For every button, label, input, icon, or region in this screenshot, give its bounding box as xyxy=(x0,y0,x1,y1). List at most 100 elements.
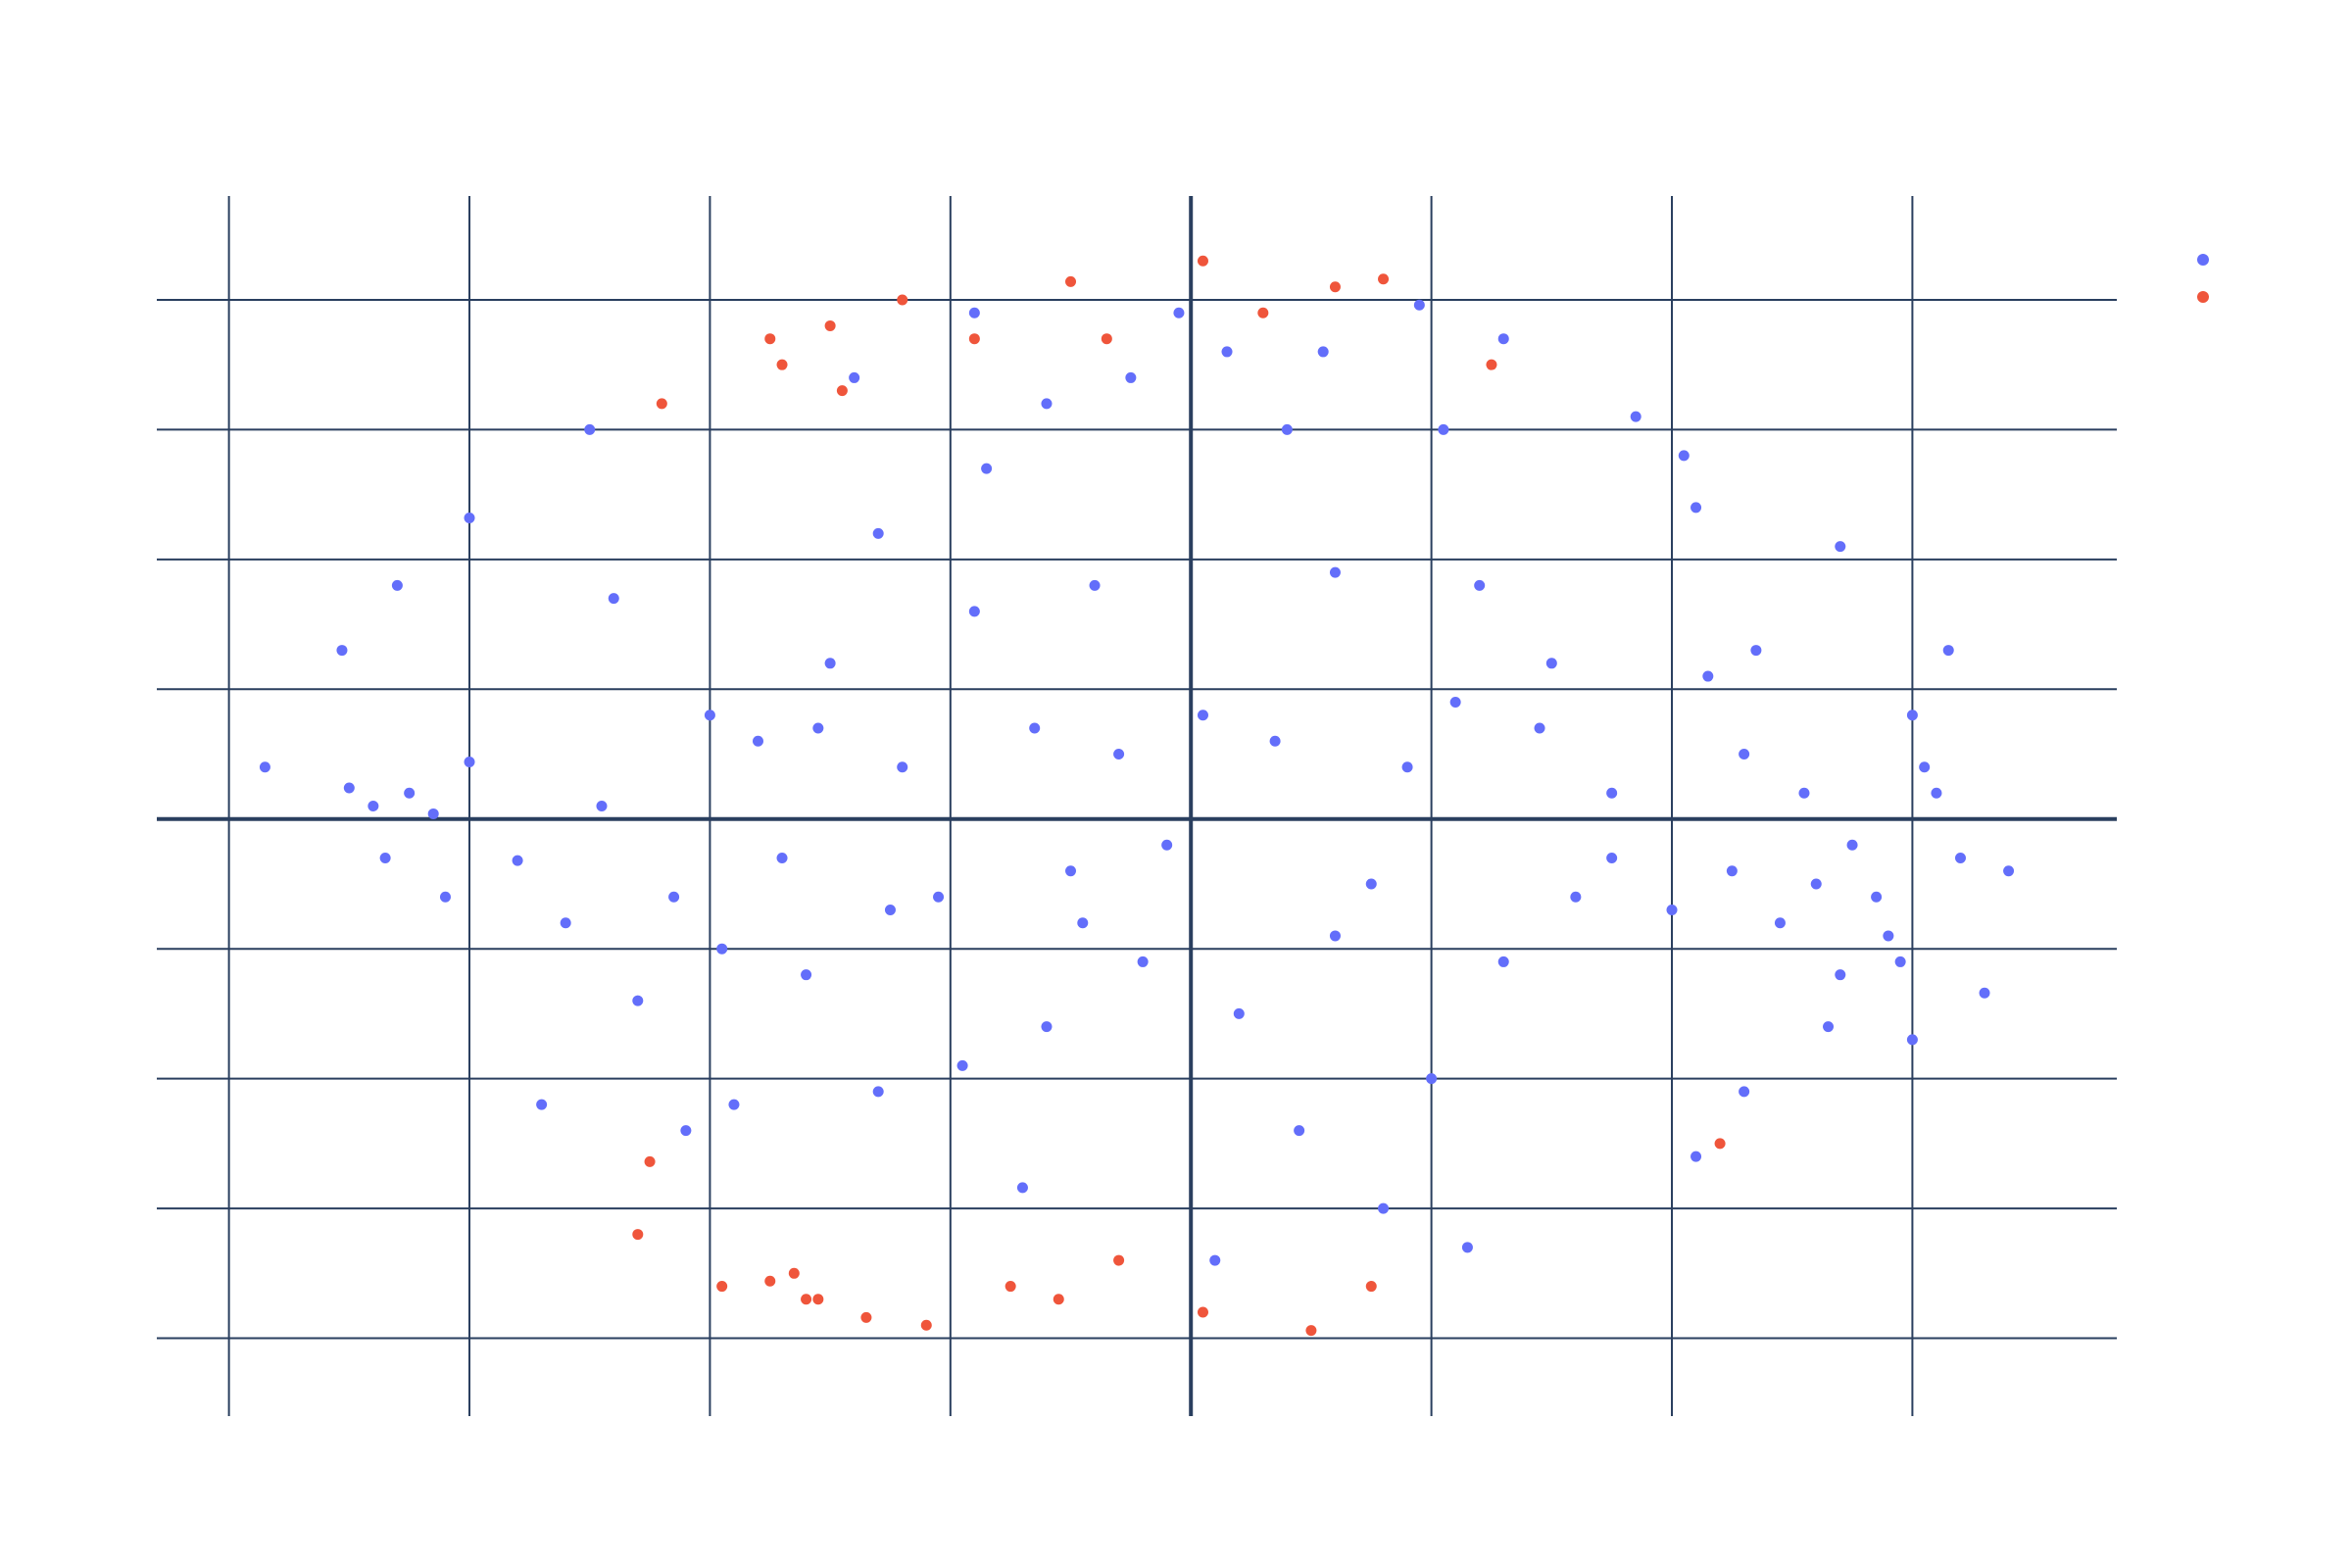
data-point[interactable] xyxy=(1798,787,1810,799)
data-point[interactable] xyxy=(824,319,836,331)
data-point[interactable] xyxy=(872,527,884,539)
data-point[interactable] xyxy=(1173,307,1185,318)
data-point[interactable] xyxy=(1065,865,1077,877)
data-point[interactable] xyxy=(1906,710,1918,721)
data-point[interactable] xyxy=(368,801,379,811)
legend-marker-0[interactable] xyxy=(2197,254,2209,266)
data-point[interactable] xyxy=(1137,956,1149,967)
data-point[interactable] xyxy=(920,1319,932,1331)
data-point[interactable] xyxy=(897,294,908,306)
data-point[interactable] xyxy=(933,891,945,903)
data-point[interactable] xyxy=(788,1267,800,1279)
data-point[interactable] xyxy=(1919,761,1931,773)
data-point[interactable] xyxy=(1894,956,1906,967)
data-point[interactable] xyxy=(536,1099,548,1110)
data-point[interactable] xyxy=(801,1294,812,1305)
data-point[interactable] xyxy=(968,307,980,318)
data-point[interactable] xyxy=(1053,1294,1064,1305)
data-point[interactable] xyxy=(812,722,824,734)
data-point[interactable] xyxy=(1545,658,1557,669)
legend-marker-1[interactable] xyxy=(2197,291,2209,303)
data-point[interactable] xyxy=(1750,645,1762,657)
data-point[interactable] xyxy=(824,658,836,669)
data-point[interactable] xyxy=(860,1311,872,1323)
data-point[interactable] xyxy=(1209,1254,1221,1266)
data-point[interactable] xyxy=(716,943,728,955)
data-point[interactable] xyxy=(1197,710,1208,721)
data-point[interactable] xyxy=(1221,346,1233,358)
data-point[interactable] xyxy=(1113,1254,1125,1266)
data-point[interactable] xyxy=(584,423,596,435)
data-point[interactable] xyxy=(752,735,763,747)
data-point[interactable] xyxy=(1065,275,1077,287)
data-point[interactable] xyxy=(884,904,896,915)
data-point[interactable] xyxy=(259,761,270,773)
data-point[interactable] xyxy=(1486,359,1497,370)
data-point[interactable] xyxy=(1774,917,1786,929)
data-point[interactable] xyxy=(1823,1021,1835,1033)
data-point[interactable] xyxy=(343,782,355,794)
data-point[interactable] xyxy=(968,333,980,345)
data-point[interactable] xyxy=(764,1275,776,1287)
data-point[interactable] xyxy=(872,1086,884,1098)
data-point[interactable] xyxy=(1497,333,1509,345)
data-point[interactable] xyxy=(1365,1281,1377,1293)
data-point[interactable] xyxy=(596,801,608,811)
data-point[interactable] xyxy=(1233,1007,1245,1019)
data-point[interactable] xyxy=(439,891,451,903)
data-point[interactable] xyxy=(1739,1086,1750,1098)
data-point[interactable] xyxy=(1883,930,1894,942)
data-point[interactable] xyxy=(1089,579,1101,591)
data-point[interactable] xyxy=(1606,852,1618,863)
data-point[interactable] xyxy=(1041,398,1053,410)
data-point[interactable] xyxy=(1413,299,1425,311)
data-point[interactable] xyxy=(560,917,571,929)
data-point[interactable] xyxy=(379,852,391,863)
data-point[interactable] xyxy=(668,891,680,903)
data-point[interactable] xyxy=(1004,1281,1016,1293)
data-point[interactable] xyxy=(1630,411,1642,422)
data-point[interactable] xyxy=(1401,761,1413,773)
data-point[interactable] xyxy=(1979,987,1990,999)
data-point[interactable] xyxy=(1835,541,1846,553)
data-point[interactable] xyxy=(1305,1325,1317,1337)
data-point[interactable] xyxy=(1570,891,1582,903)
data-point[interactable] xyxy=(1041,1021,1053,1033)
data-point[interactable] xyxy=(1931,787,1942,799)
data-point[interactable] xyxy=(1197,255,1208,267)
data-point[interactable] xyxy=(1474,579,1486,591)
data-point[interactable] xyxy=(1906,1034,1918,1046)
data-point[interactable] xyxy=(1690,1151,1702,1162)
data-point[interactable] xyxy=(1942,645,1954,657)
data-point[interactable] xyxy=(608,593,619,605)
data-point[interactable] xyxy=(1606,787,1618,799)
data-point[interactable] xyxy=(1281,423,1293,435)
data-point[interactable] xyxy=(1739,749,1750,760)
data-point[interactable] xyxy=(1810,878,1822,890)
data-point[interactable] xyxy=(1690,502,1702,514)
data-point[interactable] xyxy=(897,761,908,773)
data-point[interactable] xyxy=(1016,1182,1028,1194)
data-point[interactable] xyxy=(464,756,475,767)
data-point[interactable] xyxy=(1726,865,1738,877)
data-point[interactable] xyxy=(1438,423,1449,435)
data-point[interactable] xyxy=(512,855,523,866)
data-point[interactable] xyxy=(968,606,980,617)
data-point[interactable] xyxy=(644,1155,656,1167)
data-point[interactable] xyxy=(1497,956,1509,967)
data-point[interactable] xyxy=(704,710,715,721)
data-point[interactable] xyxy=(1197,1306,1208,1318)
data-point[interactable] xyxy=(1702,670,1714,682)
data-point[interactable] xyxy=(776,359,788,370)
data-point[interactable] xyxy=(728,1099,740,1110)
data-point[interactable] xyxy=(1461,1242,1473,1253)
data-point[interactable] xyxy=(1125,371,1137,383)
data-point[interactable] xyxy=(632,1229,644,1241)
data-point[interactable] xyxy=(1329,566,1341,578)
data-point[interactable] xyxy=(656,398,667,410)
data-point[interactable] xyxy=(1954,852,1966,863)
data-point[interactable] xyxy=(1161,839,1173,851)
data-point[interactable] xyxy=(1714,1138,1726,1150)
data-point[interactable] xyxy=(1077,917,1089,929)
data-point[interactable] xyxy=(801,969,812,981)
